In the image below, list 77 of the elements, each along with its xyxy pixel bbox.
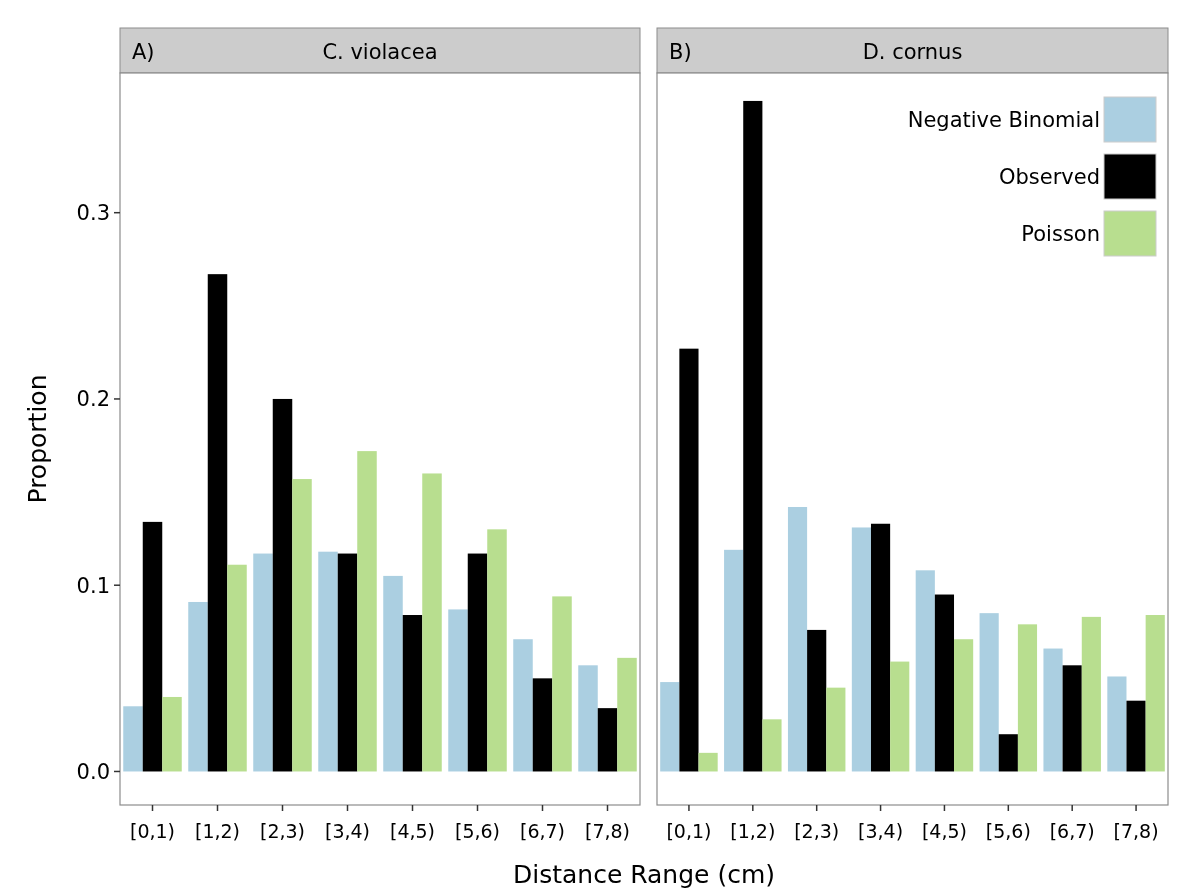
x-tick-label: [0,1) (129, 820, 176, 842)
x-tick-label: [4,5) (389, 820, 436, 842)
bar (448, 609, 468, 772)
bar (552, 596, 572, 772)
bar (1043, 648, 1063, 772)
bar (207, 274, 228, 772)
bar (227, 564, 247, 772)
bar (870, 523, 891, 772)
bar (467, 553, 488, 772)
bar (1107, 676, 1127, 772)
x-tick-label: [7,8) (584, 820, 631, 842)
bar (162, 696, 182, 772)
x-tick-label: [1,2) (730, 820, 776, 842)
bar (679, 348, 699, 772)
x-tick-label: [1,2) (194, 820, 241, 842)
bar (337, 553, 358, 772)
bar (826, 687, 846, 772)
bar (188, 601, 208, 772)
x-tick-label: [5,6) (985, 820, 1031, 842)
bar (578, 665, 598, 772)
bar (142, 521, 163, 772)
bar (292, 479, 312, 772)
x-tick-label: [7,8) (1113, 820, 1159, 842)
y-tick-label: 0.0 (76, 759, 110, 784)
bar (698, 752, 718, 772)
y-tick-label: 0.2 (76, 387, 110, 412)
bar (762, 719, 782, 772)
chart-title: D. cornus (862, 39, 963, 64)
bar (617, 657, 637, 772)
bar (954, 639, 974, 772)
x-tick-label: [6,7) (1049, 820, 1095, 842)
x-tick-label: [5,6) (454, 820, 501, 842)
bar (998, 734, 1018, 772)
bar (915, 570, 935, 772)
x-tick-label: [4,5) (921, 820, 967, 842)
bar (253, 553, 273, 772)
bar (807, 629, 827, 772)
text: A) (132, 39, 155, 64)
x-tick-label: [6,7) (519, 820, 566, 842)
bar (660, 682, 680, 772)
bar (934, 594, 955, 772)
bar (1081, 616, 1101, 772)
bar (890, 661, 910, 772)
y-axis-title: Proportion (23, 374, 52, 504)
bar (123, 706, 143, 772)
bar (272, 398, 293, 772)
x-axis-title: Distance Range (cm) (512, 860, 776, 889)
chart-title: C. violacea (322, 39, 438, 64)
bar (1017, 624, 1038, 772)
bar (724, 549, 744, 772)
bar (383, 575, 403, 772)
y-tick-label: 0.3 (76, 201, 110, 226)
bar (851, 527, 871, 772)
x-tick-label: [2,3) (794, 820, 840, 842)
bar (1145, 615, 1165, 772)
text: B) (669, 39, 692, 64)
x-tick-label: [3,4) (324, 820, 371, 842)
bar (1126, 700, 1146, 772)
x-tick-label: [0,1) (666, 820, 712, 842)
bar (1062, 665, 1082, 772)
bar (787, 506, 808, 772)
legend-label: Observed (998, 165, 1100, 190)
bar (487, 529, 507, 772)
bar (357, 451, 377, 772)
bar (597, 708, 618, 772)
bar (532, 678, 553, 772)
bar (513, 639, 533, 772)
y-tick-label: 0.1 (76, 573, 110, 598)
legend-label: Poisson (1021, 222, 1100, 247)
bar (743, 100, 763, 772)
x-tick-label: [2,3) (259, 820, 306, 842)
bar (318, 551, 338, 772)
bar (402, 615, 423, 772)
legend-label: Negative Binomial (907, 108, 1100, 133)
bar (422, 473, 442, 772)
bar (979, 613, 999, 772)
x-tick-label: [3,4) (858, 820, 904, 842)
